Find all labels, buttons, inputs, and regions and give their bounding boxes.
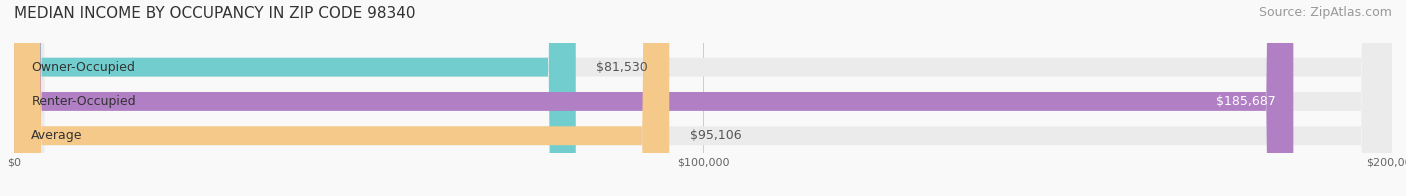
Text: Average: Average [31, 129, 83, 142]
Text: MEDIAN INCOME BY OCCUPANCY IN ZIP CODE 98340: MEDIAN INCOME BY OCCUPANCY IN ZIP CODE 9… [14, 6, 416, 21]
Text: $95,106: $95,106 [690, 129, 741, 142]
Text: Owner-Occupied: Owner-Occupied [31, 61, 135, 74]
Text: Source: ZipAtlas.com: Source: ZipAtlas.com [1258, 6, 1392, 19]
Text: $185,687: $185,687 [1216, 95, 1277, 108]
Text: $81,530: $81,530 [596, 61, 648, 74]
FancyBboxPatch shape [14, 0, 1392, 196]
FancyBboxPatch shape [14, 0, 669, 196]
FancyBboxPatch shape [14, 0, 1294, 196]
FancyBboxPatch shape [14, 0, 1392, 196]
FancyBboxPatch shape [14, 0, 575, 196]
FancyBboxPatch shape [14, 0, 1392, 196]
Text: Renter-Occupied: Renter-Occupied [31, 95, 136, 108]
